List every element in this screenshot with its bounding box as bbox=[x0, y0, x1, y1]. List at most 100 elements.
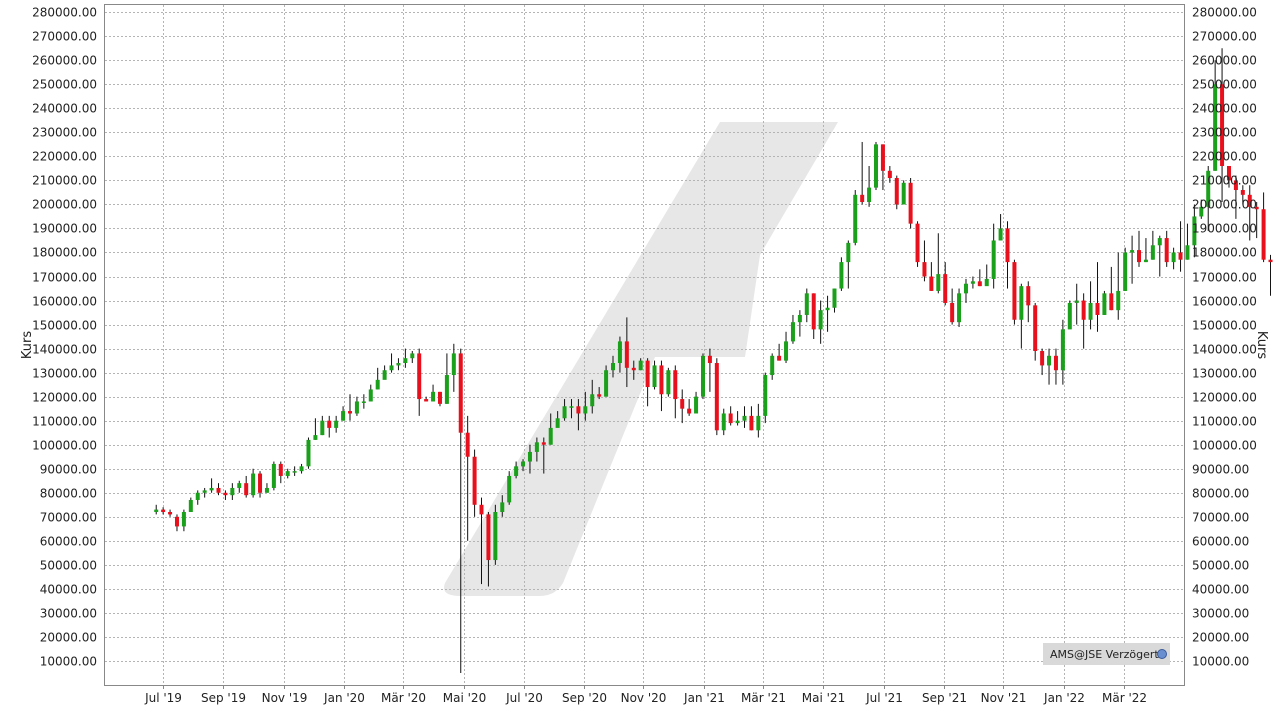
candle-body-up bbox=[493, 511, 498, 561]
candle bbox=[846, 240, 851, 289]
candle bbox=[908, 178, 913, 229]
candle-body-up bbox=[604, 370, 609, 397]
candle-body-down bbox=[887, 170, 892, 179]
candle bbox=[1164, 230, 1169, 267]
y-tick-label-right: 120000.00 bbox=[1192, 391, 1257, 405]
x-tick-label: Sep '20 bbox=[562, 691, 607, 705]
y-tick-label-right: 100000.00 bbox=[1192, 439, 1257, 453]
candle bbox=[548, 413, 553, 445]
y-tick-label-right: 10000.00 bbox=[1192, 655, 1249, 669]
candle bbox=[1123, 247, 1128, 291]
candle-body-down bbox=[486, 514, 491, 561]
candle-body-down bbox=[1240, 190, 1245, 195]
candle bbox=[853, 190, 858, 246]
y-tick-label-left: 30000.00 bbox=[40, 607, 97, 621]
x-tick-label: Jul '21 bbox=[865, 691, 903, 705]
candle bbox=[1060, 319, 1065, 385]
candle-body-down bbox=[1220, 84, 1225, 166]
candle bbox=[1233, 175, 1238, 219]
candle-body-up bbox=[562, 406, 567, 419]
candle-body-up bbox=[638, 360, 643, 371]
y-tick-label-left: 260000.00 bbox=[32, 54, 97, 68]
candle bbox=[970, 276, 975, 289]
y-tick-label-left: 180000.00 bbox=[32, 246, 97, 260]
candle bbox=[403, 348, 408, 368]
candle-body-down bbox=[1226, 165, 1231, 181]
candle-body-up bbox=[839, 262, 844, 289]
x-tick-label: Mai '20 bbox=[443, 691, 486, 705]
candle bbox=[576, 399, 581, 431]
candle-body-up bbox=[963, 283, 968, 294]
candle bbox=[188, 497, 193, 512]
y-tick-label-right: 230000.00 bbox=[1192, 126, 1257, 140]
candle-body-up bbox=[188, 499, 193, 512]
candle-body-up bbox=[202, 490, 207, 493]
candle-body-up bbox=[230, 487, 235, 496]
candle bbox=[410, 351, 415, 364]
y-tick-label-left: 240000.00 bbox=[32, 102, 97, 116]
x-tick-label: Jan '21 bbox=[683, 691, 725, 705]
candle-body-up bbox=[444, 375, 449, 404]
y-tick-label-left: 150000.00 bbox=[32, 319, 97, 333]
candle-body-down bbox=[673, 370, 678, 400]
y-tick-label-left: 20000.00 bbox=[40, 631, 97, 645]
candle-body-down bbox=[777, 355, 782, 361]
candle bbox=[223, 490, 228, 500]
candle bbox=[292, 466, 297, 476]
candle-body-up bbox=[984, 278, 989, 287]
candle bbox=[797, 310, 802, 337]
candle bbox=[486, 511, 491, 587]
candle bbox=[1088, 281, 1093, 330]
candle-body-up bbox=[209, 487, 214, 491]
y-tick-label-left: 280000.00 bbox=[32, 6, 97, 20]
candle bbox=[867, 165, 872, 207]
candle-body-up bbox=[1130, 250, 1135, 253]
candle bbox=[825, 295, 830, 332]
y-tick-label-left: 10000.00 bbox=[40, 655, 97, 669]
candle bbox=[195, 490, 200, 505]
y-tick-label-right: 130000.00 bbox=[1192, 367, 1257, 381]
x-tick-label: Sep '21 bbox=[922, 691, 967, 705]
candle-body-down bbox=[659, 365, 664, 395]
candle-body-down bbox=[1053, 355, 1058, 371]
candle-body-up bbox=[970, 281, 975, 284]
candle-body-up bbox=[790, 322, 795, 342]
candle bbox=[334, 415, 339, 433]
candle-body-down bbox=[1164, 238, 1169, 263]
candle-body-down bbox=[908, 182, 913, 224]
candle-body-down bbox=[1095, 302, 1100, 315]
candle bbox=[818, 300, 823, 344]
candle-body-down bbox=[1040, 351, 1045, 366]
y-tick-label-right: 250000.00 bbox=[1192, 78, 1257, 92]
y-tick-label-right: 200000.00 bbox=[1192, 198, 1257, 212]
x-tick-label: Jul '20 bbox=[505, 691, 543, 705]
candle bbox=[1157, 235, 1162, 277]
candle bbox=[901, 180, 906, 205]
candle bbox=[680, 389, 685, 424]
candle bbox=[1226, 165, 1231, 188]
candle-body-down bbox=[728, 413, 733, 424]
y-tick-label-right: 180000.00 bbox=[1192, 246, 1257, 260]
candle bbox=[258, 471, 263, 498]
candle-body-up bbox=[251, 473, 256, 496]
candle-body-up bbox=[292, 471, 297, 473]
candle bbox=[465, 415, 470, 541]
candle bbox=[541, 437, 546, 474]
y-tick-label-left: 80000.00 bbox=[40, 487, 97, 501]
candle bbox=[555, 411, 560, 428]
y-tick-label-left: 210000.00 bbox=[32, 174, 97, 188]
y-tick-label-left: 70000.00 bbox=[40, 511, 97, 525]
candle bbox=[507, 471, 512, 505]
candle-body-down bbox=[216, 487, 221, 493]
candle-body-up bbox=[389, 365, 394, 371]
candle-body-up bbox=[652, 365, 657, 388]
candle-body-up bbox=[1150, 245, 1155, 260]
candle-body-up bbox=[617, 341, 622, 364]
candle-body-up bbox=[818, 310, 823, 330]
candle bbox=[638, 358, 643, 371]
candle-body-up bbox=[742, 415, 747, 421]
candle bbox=[479, 497, 484, 585]
candle bbox=[763, 372, 768, 424]
candle-body-down bbox=[479, 504, 484, 515]
candle bbox=[527, 444, 532, 474]
